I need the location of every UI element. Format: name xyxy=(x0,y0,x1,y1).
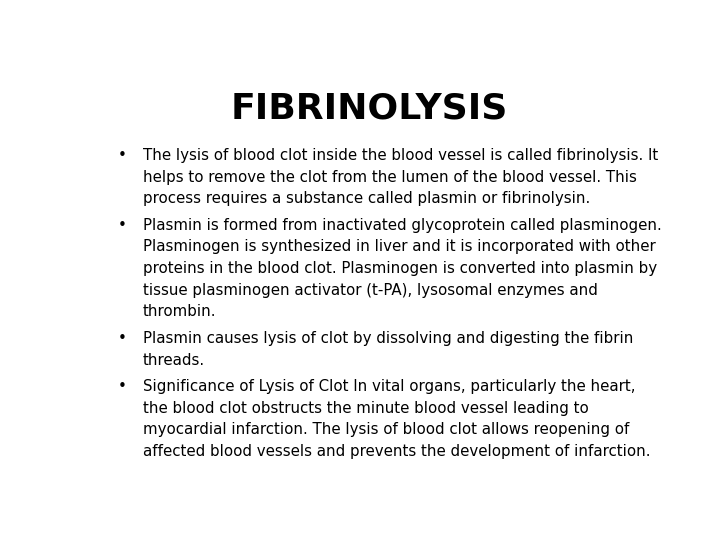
Text: The lysis of blood clot inside the blood vessel is called fibrinolysis. It: The lysis of blood clot inside the blood… xyxy=(143,148,658,163)
Text: myocardial infarction. The lysis of blood clot allows reopening of: myocardial infarction. The lysis of bloo… xyxy=(143,422,629,437)
Text: •: • xyxy=(118,148,127,163)
Text: thrombin.: thrombin. xyxy=(143,305,217,319)
Text: Plasmin is formed from inactivated glycoprotein called plasminogen.: Plasmin is formed from inactivated glyco… xyxy=(143,218,662,233)
Text: process requires a substance called plasmin or fibrinolysin.: process requires a substance called plas… xyxy=(143,191,590,206)
Text: threads.: threads. xyxy=(143,353,205,368)
Text: •: • xyxy=(118,218,127,233)
Text: tissue plasminogen activator (t-PA), lysosomal enzymes and: tissue plasminogen activator (t-PA), lys… xyxy=(143,282,598,298)
Text: Plasminogen is synthesized in liver and it is incorporated with other: Plasminogen is synthesized in liver and … xyxy=(143,239,656,254)
Text: helps to remove the clot from the lumen of the blood vessel. This: helps to remove the clot from the lumen … xyxy=(143,170,637,185)
Text: proteins in the blood clot. Plasminogen is converted into plasmin by: proteins in the blood clot. Plasminogen … xyxy=(143,261,657,276)
Text: FIBRINOLYSIS: FIBRINOLYSIS xyxy=(230,92,508,126)
Text: •: • xyxy=(118,379,127,394)
Text: Plasmin causes lysis of clot by dissolving and digesting the fibrin: Plasmin causes lysis of clot by dissolvi… xyxy=(143,331,634,346)
Text: the blood clot obstructs the minute blood vessel leading to: the blood clot obstructs the minute bloo… xyxy=(143,401,589,416)
Text: affected blood vessels and prevents the development of infarction.: affected blood vessels and prevents the … xyxy=(143,444,650,459)
Text: •: • xyxy=(118,331,127,346)
Text: Significance of Lysis of Clot In vital organs, particularly the heart,: Significance of Lysis of Clot In vital o… xyxy=(143,379,636,394)
